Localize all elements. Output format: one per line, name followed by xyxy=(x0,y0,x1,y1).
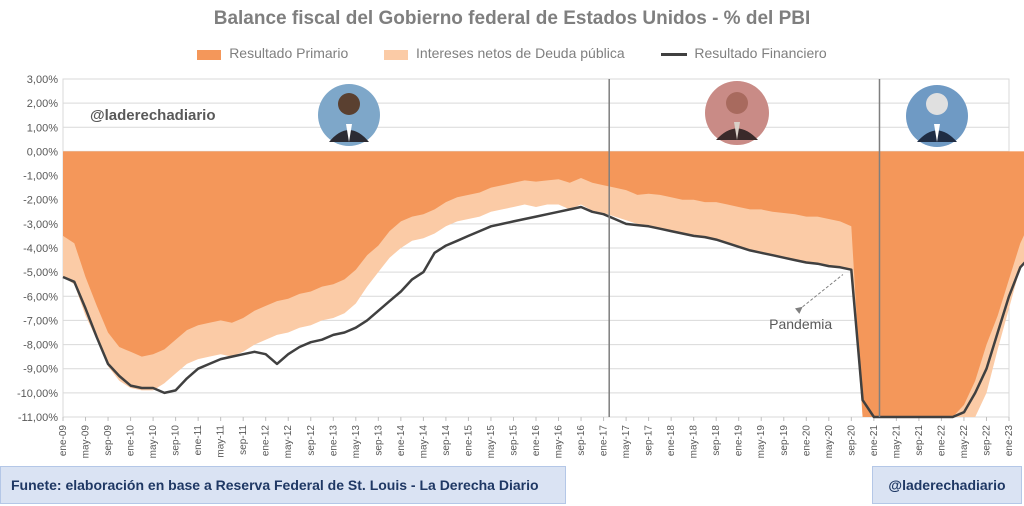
x-tick-label: ene-11 xyxy=(193,425,204,456)
y-tick-label: 3,00% xyxy=(27,74,58,86)
y-tick-label: 0,00% xyxy=(27,146,58,158)
legend-item-financial: Resultado Financiero xyxy=(660,45,827,62)
annotation-arrowhead xyxy=(795,306,803,314)
y-tick-label: 1,00% xyxy=(27,122,58,134)
legend-line-financial xyxy=(660,53,687,57)
x-tick-label: sep-11 xyxy=(238,425,249,455)
legend-swatch-interest xyxy=(384,49,409,60)
area-layer xyxy=(63,151,1024,417)
x-tick-label: may-10 xyxy=(148,425,159,459)
x-tick-label: ene-20 xyxy=(801,425,812,457)
divider-layer xyxy=(608,79,881,417)
x-tick-label: may-18 xyxy=(689,425,700,459)
y-tick-label: -1,00% xyxy=(23,171,58,183)
x-tick-label: ene-21 xyxy=(869,425,880,457)
y-tick-label: -6,00% xyxy=(23,291,58,303)
x-tick-label: ene-13 xyxy=(328,425,339,457)
x-tick-label: sep-22 xyxy=(981,425,992,456)
x-tick-label: may-22 xyxy=(959,425,970,459)
legend-label-financial: Resultado Financiero xyxy=(694,45,827,62)
x-tick-label: sep-15 xyxy=(508,425,519,456)
x-tick-label: sep-21 xyxy=(914,425,925,456)
x-tick-label: ene-23 xyxy=(1004,425,1015,457)
footer-source: Funete: elaboración en base a Reserva Fe… xyxy=(0,466,566,504)
y-tick-label: -7,00% xyxy=(23,315,58,327)
x-tick-label: sep-13 xyxy=(373,425,384,456)
x-tick-label: sep-18 xyxy=(711,425,722,456)
x-tick-label: may-20 xyxy=(824,425,835,459)
x-tick-label: may-21 xyxy=(891,425,902,459)
chart-title: Balance fiscal del Gobierno federal de E… xyxy=(213,8,811,29)
x-tick-label: may-15 xyxy=(486,425,497,459)
x-tick-label: may-12 xyxy=(283,425,294,459)
x-tick-label: sep-09 xyxy=(103,425,114,456)
x-tick-label: ene-09 xyxy=(58,425,69,457)
x-tick-label: may-17 xyxy=(621,425,632,459)
area-series-primary xyxy=(63,151,1024,417)
x-tick-label: may-09 xyxy=(81,425,92,459)
chart-svg: 3,00% 2,00% 1,00% 0,00% -1,00% -2,00% -3,00% -4… xyxy=(17,74,1024,459)
x-tick-label: may-13 xyxy=(351,425,362,459)
annotation-pandemia: Pandemia xyxy=(769,316,832,332)
legend-swatch-primary xyxy=(197,49,222,60)
legend-label-interest: Intereses netos de Deuda pública xyxy=(416,45,625,62)
x-tick-label: may-14 xyxy=(418,425,429,459)
x-tick-label: sep-14 xyxy=(441,425,452,456)
y-tick-label: -4,00% xyxy=(23,243,58,255)
footer-handle: @laderechadiario xyxy=(872,466,1022,504)
x-tick-label: may-16 xyxy=(554,425,565,459)
x-tick-label: sep-17 xyxy=(644,425,655,456)
x-tick-label: sep-12 xyxy=(306,425,317,456)
legend-label-primary: Resultado Primario xyxy=(229,45,349,62)
x-tick-label: ene-16 xyxy=(531,425,542,457)
portrait-biden xyxy=(906,85,968,147)
y-tick-label: -10,00% xyxy=(17,388,58,400)
x-tick-label: ene-15 xyxy=(463,425,474,457)
line-layer xyxy=(62,205,1024,419)
x-tick-label: sep-16 xyxy=(576,425,587,456)
x-tick-label: ene-12 xyxy=(261,425,272,457)
legend-item-primary: Resultado Primario xyxy=(197,45,348,61)
x-tick-label: sep-19 xyxy=(779,425,790,456)
legend: Resultado Primario Intereses netos de De… xyxy=(0,44,1024,61)
y-tick-label: 2,00% xyxy=(27,98,58,110)
y-tick-label: -8,00% xyxy=(23,340,58,352)
x-axis-ticks: ene-09 may-09 sep-09 ene-10 may-10 sep-10 ene-… xyxy=(58,425,1015,459)
x-tick-label: ene-14 xyxy=(396,425,407,457)
portrait-obama xyxy=(318,84,380,146)
x-tick-label: ene-18 xyxy=(666,425,677,457)
annotation-arrow xyxy=(802,274,844,308)
y-tick-label: -5,00% xyxy=(23,267,58,279)
x-tick-label: ene-17 xyxy=(599,425,610,457)
x-tick-label: may-11 xyxy=(216,425,227,458)
x-tick-label: ene-19 xyxy=(734,425,745,457)
y-tick-label: -11,00% xyxy=(18,412,58,424)
x-tick-label: may-19 xyxy=(756,425,767,459)
portrait-trump xyxy=(705,81,769,145)
x-tick-label: ene-22 xyxy=(936,425,947,457)
y-tick-label: -3,00% xyxy=(23,219,58,231)
x-tick-label: sep-20 xyxy=(846,425,857,456)
x-tick-label: sep-10 xyxy=(171,425,182,456)
line-series-financial xyxy=(62,205,1024,419)
y-axis-ticks: 3,00% 2,00% 1,00% 0,00% -1,00% -2,00% -3,00% -4… xyxy=(17,74,58,424)
watermark-handle: @laderechadiario xyxy=(90,107,216,124)
y-tick-label: -2,00% xyxy=(23,195,58,207)
x-tick-label: ene-10 xyxy=(126,425,137,457)
legend-item-interest: Intereses netos de Deuda pública xyxy=(384,45,625,62)
y-tick-label: -9,00% xyxy=(23,364,58,376)
